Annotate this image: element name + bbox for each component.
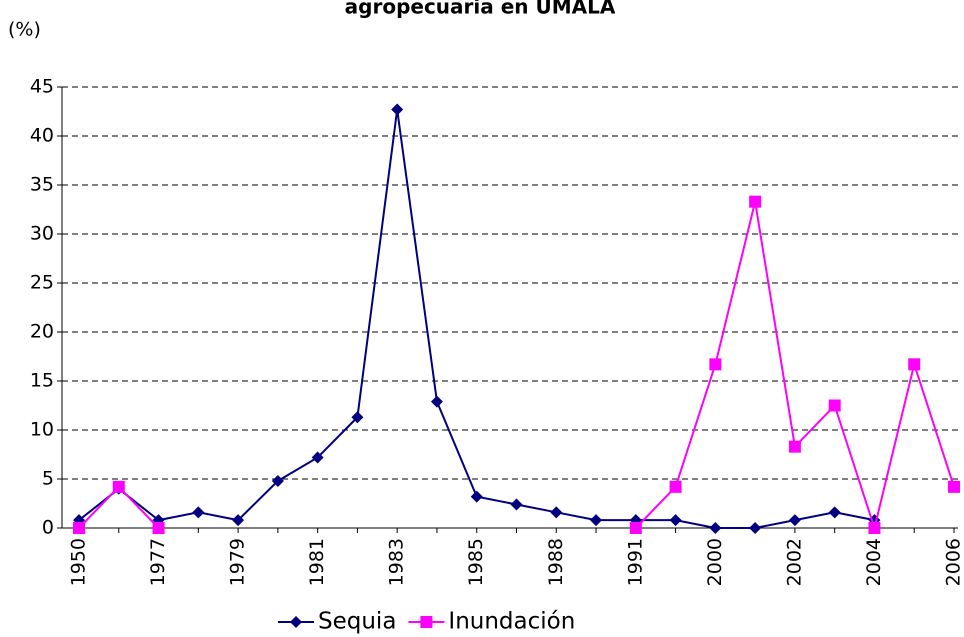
x-tick-label: 1981	[306, 538, 328, 586]
y-tick-label: 40	[30, 125, 54, 147]
point	[590, 514, 603, 527]
point	[430, 395, 443, 408]
point	[948, 480, 960, 493]
point	[73, 522, 85, 534]
point	[828, 399, 841, 412]
point	[749, 522, 762, 534]
x-tick-label: 1983	[386, 538, 408, 586]
y-tick-label: 15	[30, 370, 54, 392]
y-axis-label: (%)	[8, 19, 41, 41]
y-tick-label: 10	[30, 419, 54, 441]
x-tick-label: 1991	[624, 538, 646, 586]
x-tick-label: 2002	[783, 538, 805, 586]
x-tick-label: 1950	[68, 538, 90, 586]
point	[788, 514, 801, 527]
legend-label: Inundación	[448, 609, 575, 635]
x-tick-label: 1979	[227, 538, 249, 586]
series	[73, 195, 960, 534]
point	[351, 411, 364, 424]
x-tick-label: 1977	[147, 538, 169, 586]
y-tick-label: 0	[42, 517, 54, 539]
point	[629, 522, 642, 534]
point	[420, 616, 433, 628]
point	[290, 616, 302, 628]
y-tick-label: 45	[30, 76, 54, 98]
x-tick-label: 2004	[863, 538, 885, 586]
point	[749, 195, 762, 208]
y-tick-label: 30	[30, 223, 54, 245]
point	[112, 480, 125, 493]
x-tick-label: 1985	[465, 538, 487, 586]
point	[311, 451, 324, 464]
series	[73, 103, 881, 534]
y-tick-label: 35	[30, 174, 54, 196]
y-tick-label: 20	[30, 321, 54, 343]
point	[669, 480, 682, 493]
point	[391, 103, 404, 116]
y-tick-label: 5	[42, 468, 54, 490]
point	[709, 358, 722, 371]
line	[78, 109, 875, 529]
point	[232, 514, 245, 527]
point	[669, 514, 682, 527]
point	[152, 522, 165, 534]
point	[788, 440, 801, 453]
point	[709, 522, 722, 534]
point	[271, 474, 284, 487]
point	[828, 506, 841, 519]
point	[550, 506, 563, 519]
point	[868, 522, 881, 534]
x-tick-label: 2000	[704, 538, 726, 586]
point	[908, 358, 921, 371]
legend-label: Sequia	[318, 609, 396, 635]
x-tick-label: 2006	[943, 538, 964, 586]
x-tick-label: 1988	[545, 538, 567, 586]
point	[470, 490, 483, 503]
legend: Sequia Inundación	[278, 609, 575, 635]
chart-title: agropecuaria en UMALA	[345, 0, 616, 19]
point	[510, 498, 523, 511]
y-tick-label: 25	[30, 272, 54, 294]
point	[192, 506, 205, 519]
